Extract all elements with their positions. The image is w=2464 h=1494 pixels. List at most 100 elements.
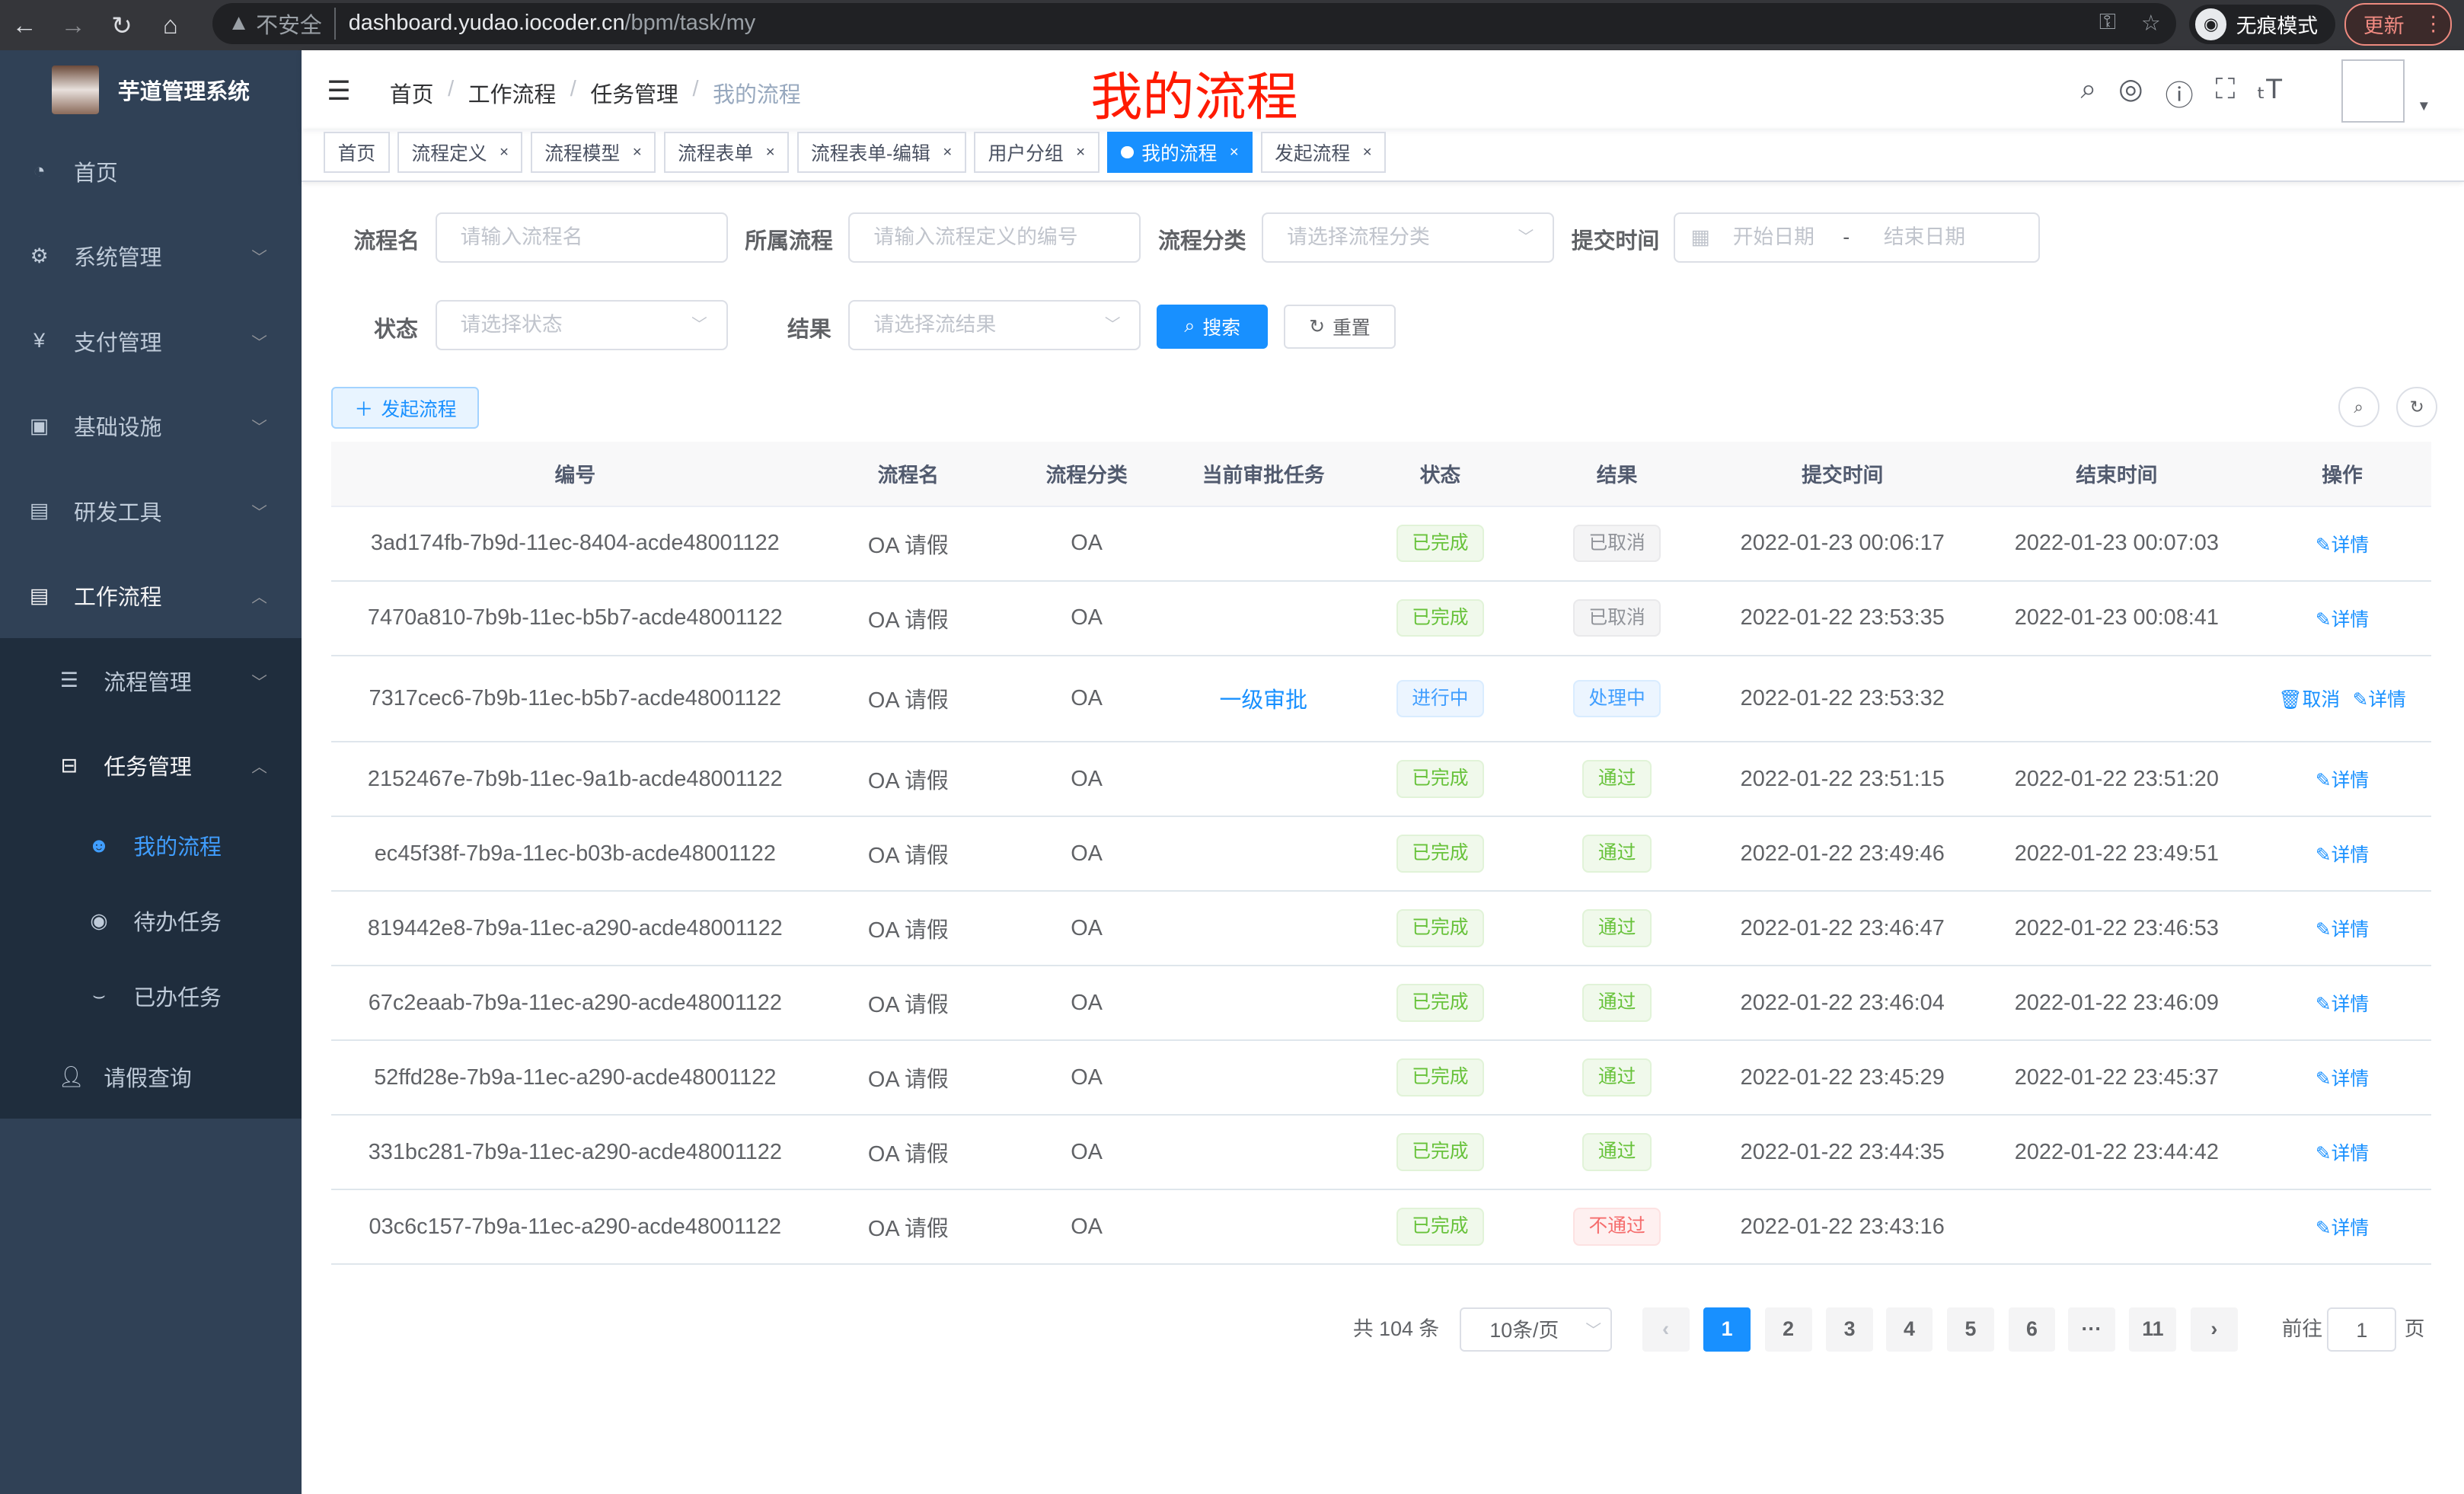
sidebar-item-todo[interactable]: ◉ 待办任务 [0, 883, 302, 959]
page-1[interactable]: 1 [1703, 1307, 1751, 1352]
search-button[interactable]: ⌕ 搜索 [1156, 305, 1269, 350]
incognito-label: 无痕模式 [2236, 14, 2319, 38]
result-select[interactable]: 请选择流结果 ﹀ [848, 300, 1141, 351]
detail-link[interactable]: ✎详情 [2316, 845, 2369, 866]
detail-link[interactable]: ✎详情 [2316, 535, 2369, 556]
tag-my-process[interactable]: 我的流程 × [1106, 132, 1253, 173]
home-icon[interactable]: ⌂ [162, 11, 178, 40]
close-icon[interactable]: × [499, 143, 509, 161]
sidebar-item-system[interactable]: ⚙ 系统管理 ﹀ [0, 214, 302, 298]
tag-home[interactable]: 首页 [324, 132, 390, 173]
chevron-down-icon: ﹀ [251, 334, 267, 352]
page-5[interactable]: 5 [1947, 1307, 1994, 1352]
select-placeholder: 请选择状态 [460, 313, 563, 337]
close-icon[interactable]: × [765, 143, 775, 161]
cancel-link[interactable]: 🗑︎取消 [2278, 690, 2340, 710]
tag-start-process[interactable]: 发起流程 × [1260, 132, 1387, 173]
cell-result: 通过 [1529, 1115, 1706, 1191]
tag-process-form-edit[interactable]: 流程表单-编辑 × [796, 132, 966, 173]
sidebar-item-done[interactable]: ⌣ 已办任务 [0, 959, 302, 1034]
detail-link[interactable]: ✎详情 [2316, 771, 2369, 791]
cell-end-time: 2022-01-23 00:07:03 [1980, 506, 2254, 582]
page-size-select[interactable]: 10条/页 ﹀ [1460, 1307, 1613, 1352]
page-4[interactable]: 4 [1885, 1307, 1933, 1352]
font-size-icon[interactable]: ₜT [2257, 72, 2283, 104]
sidebar-logo[interactable]: 芋道管理系统 [0, 50, 302, 129]
cell-end-time: 2022-01-22 23:49:51 [1980, 816, 2254, 892]
next-page-button[interactable]: › [2190, 1307, 2238, 1352]
search-icon[interactable]: ⌕ [2080, 72, 2097, 104]
sidebar-item-infra[interactable]: ▣ 基础设施 ﹀ [0, 384, 302, 468]
github-icon[interactable]: ◎ [2118, 72, 2143, 104]
hamburger-icon[interactable]: ☰ [327, 76, 351, 107]
cell-end-time: 2022-01-22 23:46:09 [1980, 966, 2254, 1042]
tag-process-form[interactable]: 流程表单 × [663, 132, 790, 173]
date-range-picker[interactable]: ▦ 开始日期 - 结束日期 [1673, 212, 2040, 263]
sidebar-item-leave[interactable]: 👤︎ 请假查询 [0, 1034, 302, 1119]
page-2[interactable]: 2 [1764, 1307, 1812, 1352]
detail-link[interactable]: ✎详情 [2353, 690, 2406, 710]
tag-process-model[interactable]: 流程模型 × [530, 132, 656, 173]
page-more[interactable]: ··· [2067, 1307, 2115, 1352]
close-icon[interactable]: × [943, 143, 953, 161]
edit-icon: ✎ [2315, 771, 2332, 792]
total-count: 共 104 条 [1352, 1317, 1440, 1341]
cell-name: OA 请假 [819, 1040, 998, 1116]
detail-link[interactable]: ✎详情 [2316, 920, 2369, 940]
detail-link[interactable]: ✎详情 [2316, 610, 2369, 630]
category-select[interactable]: 请选择流程分类 ﹀ [1262, 212, 1555, 263]
breadcrumb-item[interactable]: 工作流程 [468, 83, 557, 108]
cell-status: 已完成 [1351, 1040, 1530, 1116]
close-icon[interactable]: × [1076, 143, 1086, 161]
detail-link[interactable]: ✎详情 [2316, 994, 2369, 1015]
close-icon[interactable]: × [1362, 143, 1372, 161]
page-11[interactable]: 11 [2129, 1307, 2177, 1352]
help-icon[interactable]: ⓘ [2165, 78, 2194, 111]
sidebar-item-workflow[interactable]: ▤ 工作流程 ︿ [0, 553, 302, 637]
key-icon[interactable]: ⚿ [2099, 10, 2116, 35]
tag-user-group[interactable]: 用户分组 × [974, 132, 1100, 173]
sidebar-item-process-manage[interactable]: ☰ 流程管理 ﹀ [0, 638, 302, 723]
status-badge: 已完成 [1396, 1133, 1485, 1171]
sidebar-item-home[interactable]: ◔ 首页 [0, 129, 302, 213]
cell-status: 已完成 [1351, 1189, 1530, 1266]
cell-result: 通过 [1529, 1040, 1706, 1116]
cell-actions: ✎详情 [2253, 1189, 2431, 1266]
back-icon[interactable]: ← [11, 11, 37, 40]
cell-result: 不通过 [1529, 1189, 1706, 1266]
name-input[interactable]: 请输入流程名 [435, 212, 728, 263]
caret-down-icon[interactable]: ▼ [2417, 97, 2431, 113]
page-3[interactable]: 3 [1826, 1307, 1874, 1352]
sidebar-item-task-manage[interactable]: ⊟ 任务管理 ︿ [0, 723, 302, 807]
close-icon[interactable]: × [632, 143, 642, 161]
fullscreen-icon[interactable]: ⛶ [2215, 72, 2236, 104]
sidebar-item-devtools[interactable]: ▤ 研发工具 ﹀ [0, 468, 302, 553]
breadcrumb-item[interactable]: 任务管理 [590, 83, 678, 108]
refresh-button[interactable]: ↻ [2396, 386, 2437, 428]
goto-page-input[interactable]: 1 [2327, 1307, 2397, 1352]
detail-link[interactable]: ✎详情 [2316, 1069, 2369, 1090]
prev-page-button[interactable]: ‹ [1642, 1307, 1690, 1352]
sidebar-item-my-process[interactable]: ☻ 我的流程 [0, 808, 302, 883]
page-6[interactable]: 6 [2008, 1307, 2056, 1352]
close-icon[interactable]: × [1229, 143, 1239, 161]
start-process-button[interactable]: ＋ 发起流程 [331, 386, 480, 429]
tag-process-definition[interactable]: 流程定义 × [397, 132, 523, 173]
update-button[interactable]: 更新 ⋮ [2344, 3, 2452, 46]
status-select[interactable]: 请选择状态 ﹀ [435, 300, 728, 351]
detail-link[interactable]: ✎详情 [2316, 1218, 2369, 1239]
incognito-indicator[interactable]: ◉ 无痕模式 [2188, 5, 2335, 44]
reload-icon[interactable]: ↻ [111, 11, 132, 40]
table-row: 03c6c157-7b9a-11ec-a290-acde48001122 OA 请… [331, 1189, 2431, 1266]
sidebar-item-pay[interactable]: ¥ 支付管理 ﹀ [0, 298, 302, 383]
detail-link[interactable]: ✎详情 [2316, 1144, 2369, 1164]
chevron-up-icon: ︿ [251, 589, 267, 607]
reset-button[interactable]: ↻ 重置 [1284, 305, 1396, 350]
breadcrumb-item[interactable]: 首页 [389, 83, 434, 108]
toggle-search-button[interactable]: ⌕ [2338, 386, 2379, 428]
avatar[interactable] [2341, 59, 2405, 123]
star-icon[interactable]: ☆ [2140, 11, 2161, 37]
process-input[interactable]: 请输入流程定义的编号 [848, 212, 1141, 263]
address-bar[interactable]: ▲ 不安全 dashboard.yudao.iocoder.cn/bpm/tas… [212, 3, 2177, 44]
forward-icon[interactable]: → [60, 11, 86, 40]
